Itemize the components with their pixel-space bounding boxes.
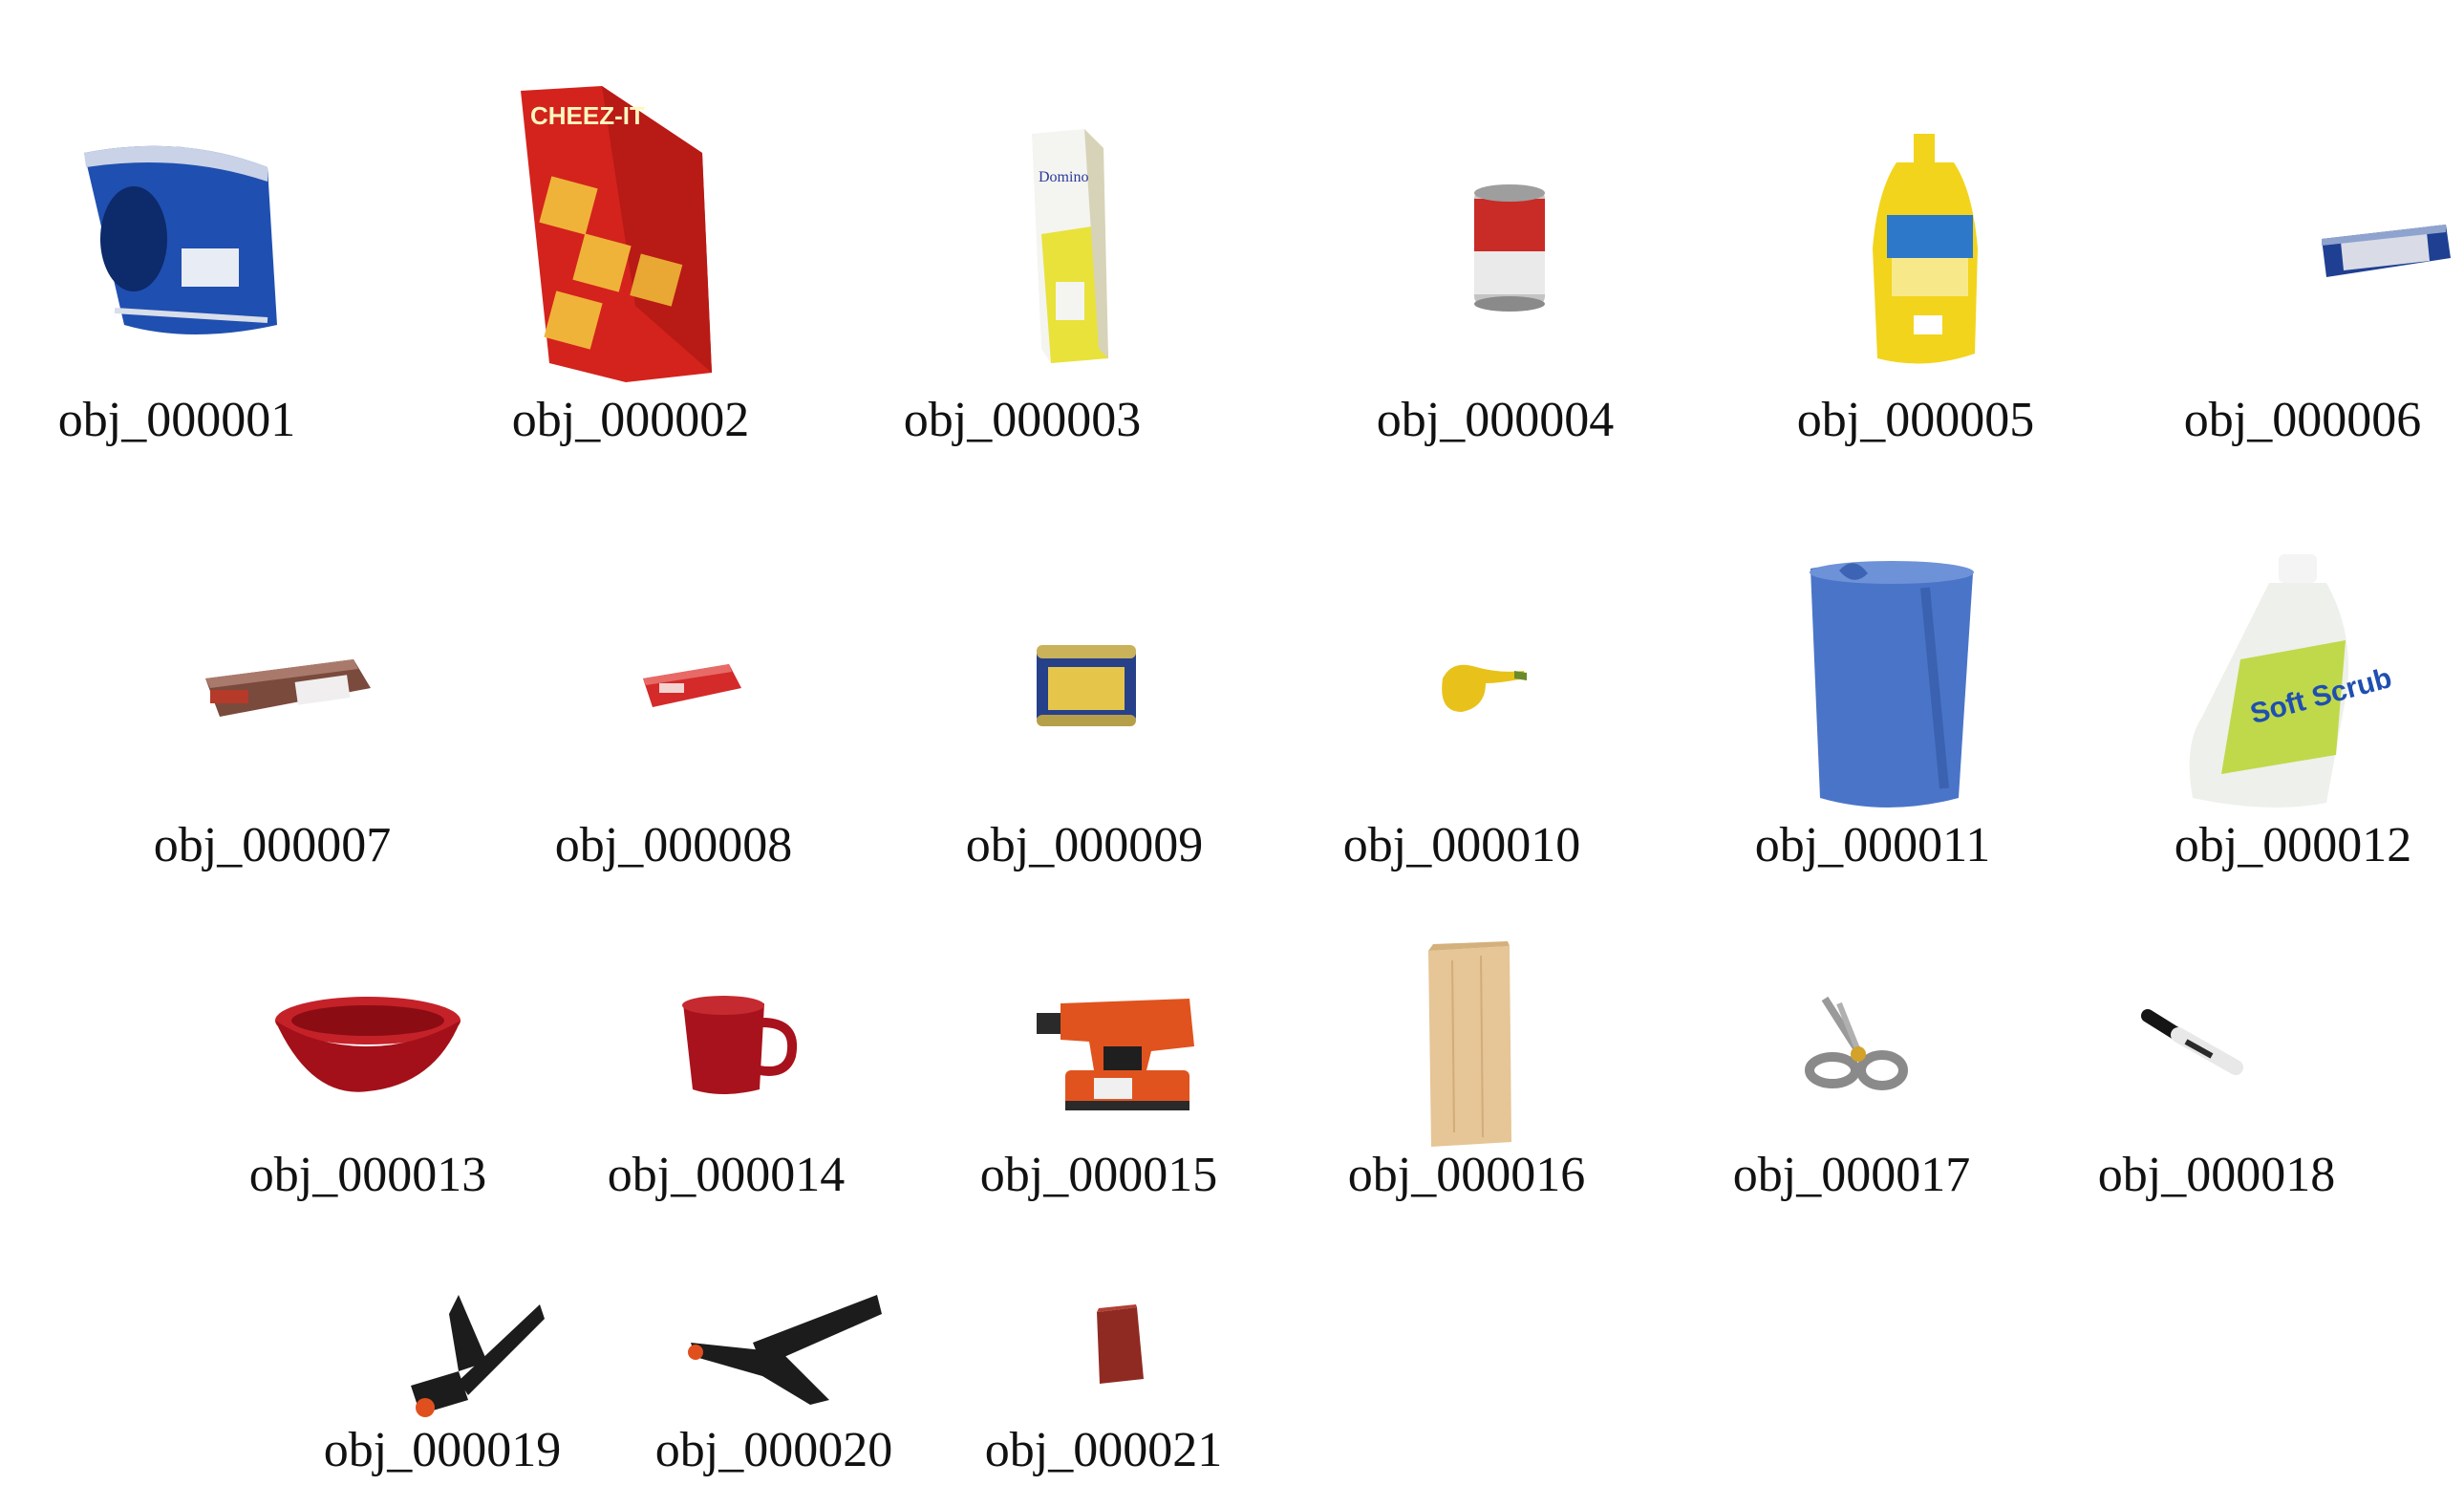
object-label: obj_000012 [2174, 818, 2412, 872]
pudding-box-icon [205, 659, 371, 717]
svg-text:CHEEZ-IT: CHEEZ-IT [530, 101, 645, 130]
object-label: obj_000015 [979, 1148, 1218, 1202]
object-label: obj_000014 [607, 1148, 846, 1202]
object-label: obj_000001 [57, 393, 296, 447]
object-label: obj_000003 [903, 393, 1142, 447]
wood-block-icon [1428, 941, 1511, 1147]
object-label: obj_000020 [654, 1423, 893, 1477]
large-clamp-icon [688, 1295, 882, 1405]
bowl-icon [275, 997, 461, 1092]
object-label: obj_000008 [554, 818, 793, 872]
banana-icon [1442, 664, 1527, 712]
object-label: obj_000006 [2183, 393, 2422, 447]
meat-can-icon [1037, 645, 1136, 726]
object-label: obj_000017 [1732, 1148, 1971, 1202]
mug-icon [682, 996, 798, 1094]
object-label: obj_000013 [248, 1148, 487, 1202]
svg-text:Domino: Domino [1039, 169, 1088, 185]
foam-brick-icon [1097, 1304, 1144, 1384]
object-label: obj_000007 [153, 818, 392, 872]
object-label: obj_000009 [965, 818, 1204, 872]
scissors-icon [1805, 996, 1908, 1090]
mustard-bottle-icon [1873, 134, 1978, 364]
tuna-can-icon [2322, 225, 2451, 277]
clamp-icon [411, 1295, 545, 1417]
bleach-bottle-icon: Soft Scrub [2189, 554, 2395, 807]
object-label: obj_000021 [984, 1423, 1223, 1477]
object-label: obj_000002 [511, 393, 750, 447]
soup-can-icon [1474, 184, 1545, 312]
coffee-can-icon [84, 145, 277, 334]
object-label: obj_000004 [1376, 393, 1615, 447]
object-label: obj_000005 [1796, 393, 2035, 447]
cracker-box-icon: CHEEZ-IT [521, 86, 712, 382]
object-label: obj_000010 [1342, 818, 1581, 872]
object-label: obj_000011 [1754, 818, 1991, 872]
object-label: obj_000019 [323, 1423, 562, 1477]
power-drill-icon [1037, 999, 1194, 1110]
object-label: obj_000018 [2097, 1148, 2336, 1202]
pitcher-icon [1810, 561, 1974, 807]
marker-icon [2141, 1009, 2243, 1075]
object-label: obj_000016 [1347, 1148, 1586, 1202]
sugar-box-icon: Domino [1032, 129, 1108, 363]
gelatin-box-icon [643, 664, 741, 707]
